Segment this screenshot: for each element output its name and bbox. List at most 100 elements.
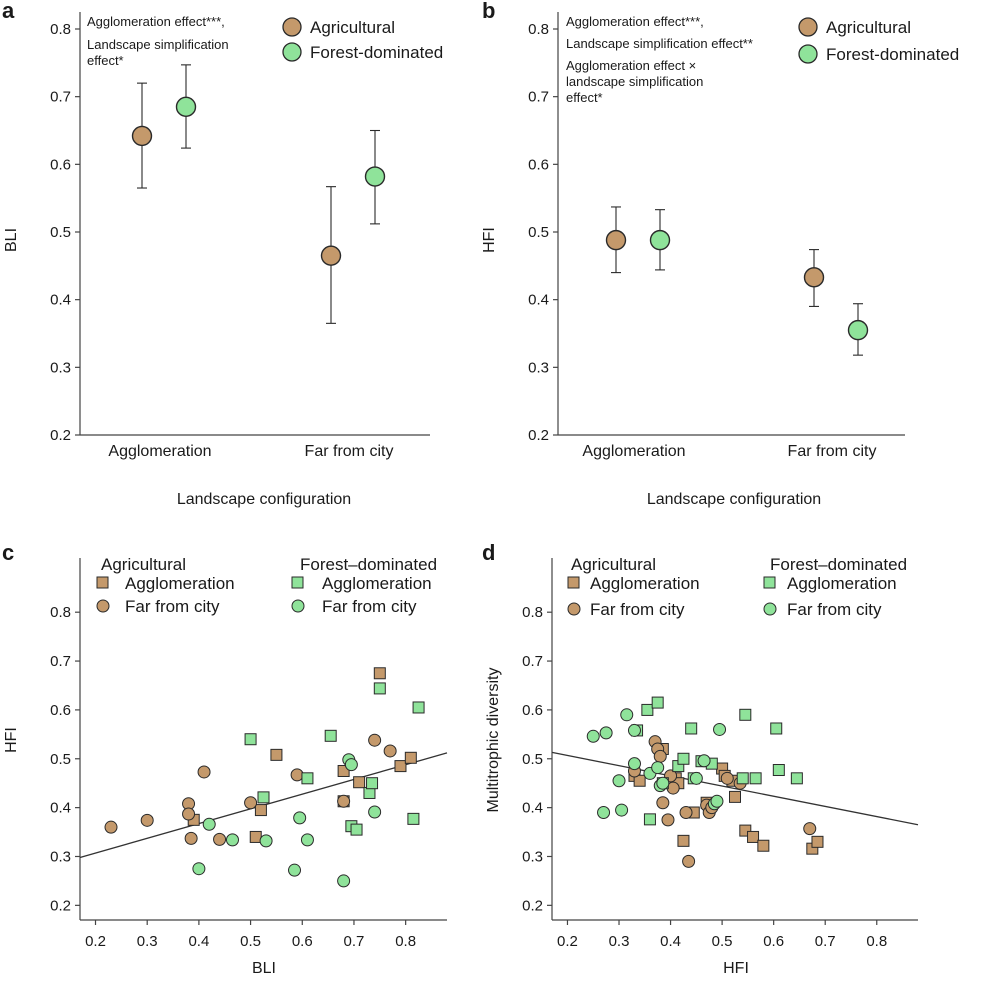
panel-d-x-tick-label: 0.3: [609, 933, 630, 950]
panel-d-marks: [551, 696, 919, 868]
panel-d-legend: Agricultural Agglomeration Far from city…: [567, 555, 907, 619]
panel-c-point-agricultural-far: [290, 768, 304, 782]
panel-a-y-tick-label: 0.5: [50, 224, 71, 241]
panel-d-x-tick-label: 0.7: [815, 933, 836, 950]
panel-d-point-agricultural-agglomeration: [811, 835, 824, 848]
panel-b-y-label: HFI: [481, 227, 498, 253]
panel-d-y-tick-label: 0.3: [522, 848, 543, 865]
panel-d-point-forest-far: [651, 761, 665, 775]
panel-c-point-agricultural-agglomeration: [394, 760, 407, 773]
panel-c-point-agricultural-far: [104, 820, 118, 834]
panel-c-point-agricultural-agglomeration: [404, 751, 417, 764]
panel-c-point-agricultural-agglomeration: [270, 748, 283, 761]
panel-d-point-agricultural-agglomeration: [757, 839, 770, 852]
panel-c-point-forest-far: [192, 862, 206, 876]
panel-d-point-forest-agglomeration: [790, 772, 803, 785]
panel-c-y-label: HFI: [3, 727, 20, 753]
panel-d-point-forest-far: [597, 806, 611, 820]
panel-d-y-label: Multitrophic diversity: [485, 668, 502, 813]
panel-c-point-forest-agglomeration: [407, 812, 420, 825]
panel-c-y-tick-label: 0.5: [50, 751, 71, 768]
panel-d-point-forest-far: [615, 803, 629, 817]
panel-c-x-tick-label: 0.4: [188, 933, 209, 950]
panel-d-point-forest-agglomeration: [677, 752, 690, 765]
panel-letter-b: b: [482, 0, 495, 23]
panel-b-category-far: Far from city: [788, 443, 877, 460]
panel-c-legend-forest-agglomeration: Agglomeration: [322, 574, 432, 593]
panel-c-x-tick-label: 0.7: [344, 933, 365, 950]
panel-b-annotation-line-5: effect*: [566, 90, 603, 105]
panel-a: a 0.2 0.3 0.4 0.5 0.6 0.7 0.8 BLI Agglomeratio…: [2, 0, 443, 508]
panel-a-y-tick-label: 0.4: [50, 292, 71, 309]
panel-a-legend-marker-agricultural: [282, 17, 302, 37]
panel-c-x-tick-label: 0.2: [85, 933, 106, 950]
panel-c-legend-marker-agri-far: [96, 599, 110, 613]
panel-c-x-tick-label: 0.3: [137, 933, 158, 950]
panel-c-y-tick-label: 0.6: [50, 702, 71, 719]
panel-c-point-forest-far: [259, 834, 273, 848]
panel-a-legend: Agricultural Forest-dominated: [282, 17, 443, 62]
panel-c-point-agricultural-far: [337, 794, 351, 808]
panel-letter-d: d: [482, 540, 495, 565]
panel-a-legend-forest: Forest-dominated: [310, 43, 443, 62]
panel-d-x-tick-label: 0.6: [763, 933, 784, 950]
panel-a-y-tick-label: 0.8: [50, 21, 71, 38]
panel-d-point-agricultural-far: [656, 796, 670, 810]
panel-c-point-forest-agglomeration: [257, 791, 270, 804]
panel-d-point-forest-far: [656, 776, 670, 790]
panel-a-category-agglomeration: Agglomeration: [108, 443, 211, 460]
panel-d-point-forest-far: [620, 708, 634, 722]
panel-a-annotation-line-3: effect*: [87, 53, 124, 68]
panel-b-y-tick-label: 0.7: [528, 89, 549, 106]
panel-b-y-tick-label: 0.4: [528, 292, 549, 309]
panel-a-y-tick-label: 0.2: [50, 427, 71, 444]
panel-d-point-agricultural-agglomeration: [633, 774, 646, 787]
panel-a-point-agricultural: [320, 245, 342, 266]
panel-b-point-agricultural: [605, 229, 627, 251]
panel-a-x-label: Landscape configuration: [177, 491, 351, 508]
panel-d-legend-header-forest: Forest–dominated: [770, 555, 907, 574]
panel-c-point-forest-far: [225, 833, 239, 847]
panel-d-legend-agri-far: Far from city: [590, 600, 685, 619]
panel-c-point-forest-far: [344, 758, 358, 772]
panel-d-y-tick-label: 0.7: [522, 653, 543, 670]
panel-c-legend-marker-agri-agglomeration: [96, 576, 109, 589]
panel-a-category-far: Far from city: [305, 443, 394, 460]
panel-b-y-tick-label: 0.8: [528, 21, 549, 38]
panel-d-legend-forest-agglomeration: Agglomeration: [787, 574, 897, 593]
panel-d-point-forest-far: [697, 754, 711, 768]
panel-c-point-agricultural-far: [184, 831, 198, 845]
panel-b-marks: [605, 206, 869, 356]
panel-c-point-agricultural-far: [197, 765, 211, 779]
panel-c-point-forest-far: [368, 805, 382, 819]
panel-b-y-tick-label: 0.5: [528, 224, 549, 241]
panel-b-point-agricultural: [803, 267, 825, 288]
panel-d-y-tick-label: 0.2: [522, 897, 543, 914]
panel-c-point-agricultural-far: [213, 832, 227, 846]
panel-d-point-agricultural-far: [679, 806, 693, 820]
panel-b-y-tick-label: 0.3: [528, 359, 549, 376]
panel-a-y-axis: 0.2 0.3 0.4 0.5 0.6 0.7 0.8: [50, 12, 81, 444]
panel-b-annotation-line-3: Agglomeration effect ×: [566, 58, 696, 73]
panel-c-point-agricultural-far: [140, 813, 154, 827]
panel-b-legend-marker-agricultural: [798, 17, 818, 37]
panel-c-point-forest-agglomeration: [301, 772, 314, 785]
panel-c-legend-agri-far: Far from city: [125, 597, 220, 616]
panel-c-legend-header-forest: Forest–dominated: [300, 555, 437, 574]
panel-d-point-forest-far: [627, 723, 641, 737]
panel-b-point-forest: [847, 319, 869, 341]
panel-d-point-forest-agglomeration: [770, 722, 783, 735]
panel-a-legend-agricultural: Agricultural: [310, 18, 395, 37]
panel-c-point-forest-agglomeration: [324, 729, 337, 742]
panel-d-legend-forest-far: Far from city: [787, 600, 882, 619]
panel-c-legend-forest-far: Far from city: [322, 597, 417, 616]
panel-c-point-forest-agglomeration: [366, 777, 379, 790]
panel-letter-a: a: [2, 0, 15, 23]
panel-c-y-tick-label: 0.3: [50, 848, 71, 865]
panel-d-y-tick-label: 0.6: [522, 702, 543, 719]
panel-a-y-tick-label: 0.7: [50, 89, 71, 106]
panel-d-point-forest-far: [689, 771, 703, 785]
panel-d-point-agricultural-far: [803, 822, 817, 836]
panel-d-point-forest-far: [612, 774, 626, 788]
panel-c-point-agricultural-far: [182, 807, 196, 821]
